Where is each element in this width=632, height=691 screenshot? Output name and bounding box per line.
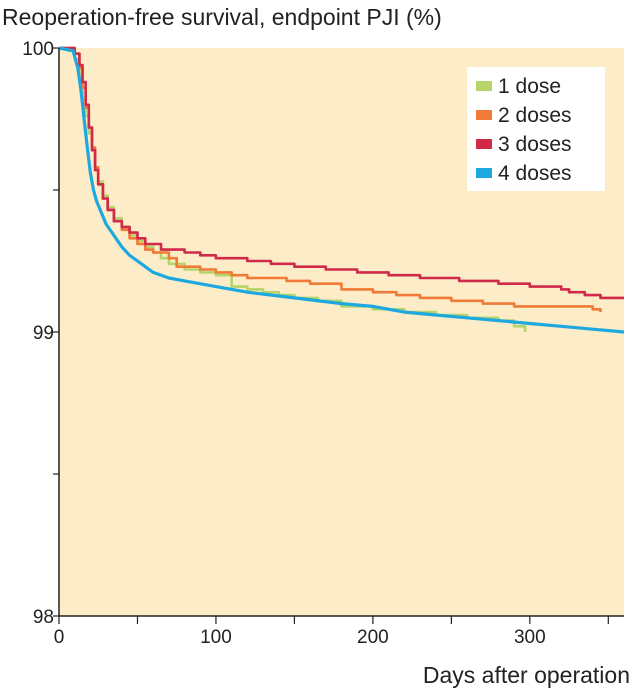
legend-label: 2 doses: [498, 104, 572, 127]
legend-swatch: [476, 110, 492, 120]
legend-swatch: [476, 168, 492, 178]
series-line-4: [58, 46, 625, 334]
legend-label: 1 dose: [498, 75, 561, 98]
series-line-3: [59, 46, 624, 300]
x-axis-label: Days after operation: [423, 662, 630, 688]
legend-label: 3 doses: [498, 133, 572, 156]
y-tick-label: 98: [33, 607, 54, 628]
x-tick-label: 300: [514, 627, 546, 648]
legend-swatch: [476, 139, 492, 149]
legend-label: 4 doses: [498, 162, 572, 185]
legend: 1 dose 2 doses 3 doses 4 doses: [467, 67, 605, 191]
series-layer: [58, 46, 625, 334]
x-tick-label: 200: [357, 627, 389, 648]
axis-layer: 98 99 100 0 100 200 300: [22, 39, 624, 648]
legend-swatch: [476, 81, 492, 91]
chart-title: Reoperation-free survival, endpoint PJI …: [2, 4, 442, 30]
x-tick-label: 100: [200, 627, 232, 648]
y-tick-label: 100: [22, 39, 54, 60]
series-line-1: [59, 46, 527, 332]
y-tick-label: 99: [33, 323, 54, 344]
x-tick-label: 0: [54, 627, 65, 648]
